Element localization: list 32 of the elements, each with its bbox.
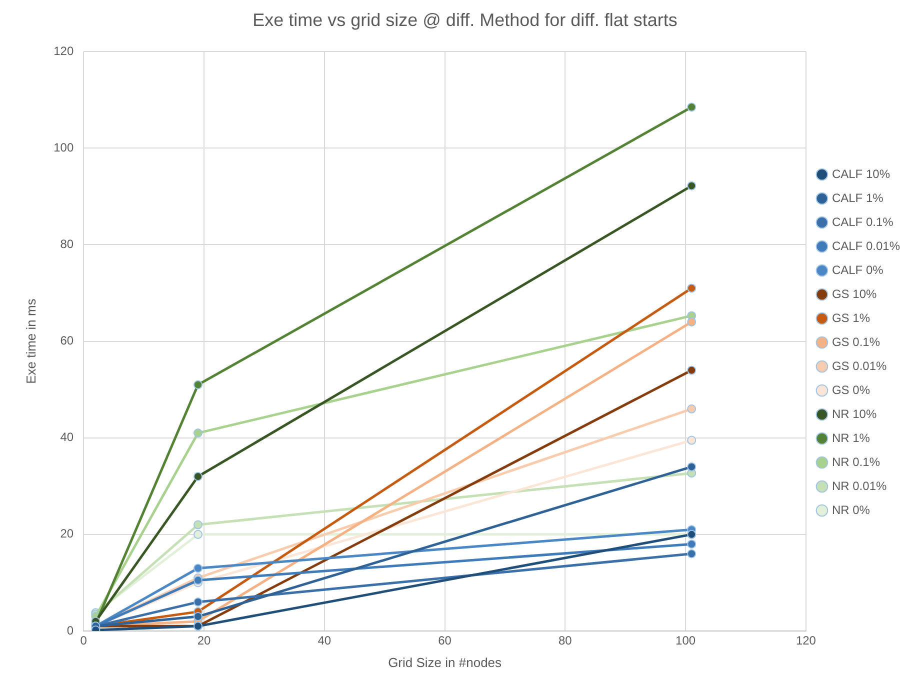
y-tick-label: 80 bbox=[60, 237, 74, 252]
legend-label: GS 0% bbox=[832, 382, 870, 397]
y-tick-label: 100 bbox=[54, 140, 74, 154]
x-tick-label: 40 bbox=[318, 634, 332, 648]
legend-label: GS 0.01% bbox=[832, 358, 887, 373]
x-tick-label: 120 bbox=[796, 634, 816, 648]
x-tick-label: 100 bbox=[676, 634, 696, 648]
legend-label: CALF 0.01% bbox=[832, 238, 900, 253]
legend-label: NR 10% bbox=[832, 406, 877, 421]
y-tick-label: 60 bbox=[60, 334, 74, 348]
y-axis-title: Exe time in ms bbox=[23, 298, 38, 384]
x-axis-title: Grid Size in #nodes bbox=[388, 654, 502, 670]
legend-label: GS 10% bbox=[832, 286, 877, 301]
y-tick-label: 40 bbox=[60, 430, 74, 444]
legend-label: NR 0% bbox=[832, 502, 870, 517]
legend-label: CALF 1% bbox=[832, 190, 884, 205]
legend-label: CALF 10% bbox=[832, 166, 890, 181]
y-tick-label: 0 bbox=[66, 623, 74, 638]
legend-label: NR 0.1% bbox=[832, 454, 880, 469]
legend-label: CALF 0.1% bbox=[832, 214, 894, 229]
x-tick-label: 80 bbox=[558, 634, 572, 648]
legend-label: NR 0.01% bbox=[832, 478, 887, 493]
x-tick-label: 20 bbox=[197, 634, 212, 648]
legend-label: GS 1% bbox=[832, 310, 870, 325]
chart-title: Exe time vs grid size @ diff. Method for diff. flat starts bbox=[252, 10, 678, 30]
x-tick-label: 60 bbox=[438, 634, 452, 648]
legend-label: CALF 0% bbox=[832, 262, 884, 277]
legend-label: GS 0.1% bbox=[832, 334, 880, 349]
legend-label: NR 1% bbox=[832, 430, 870, 445]
y-tick-label: 120 bbox=[54, 44, 74, 58]
y-tick-label: 20 bbox=[60, 526, 74, 541]
x-tick-label: 0 bbox=[80, 634, 88, 648]
